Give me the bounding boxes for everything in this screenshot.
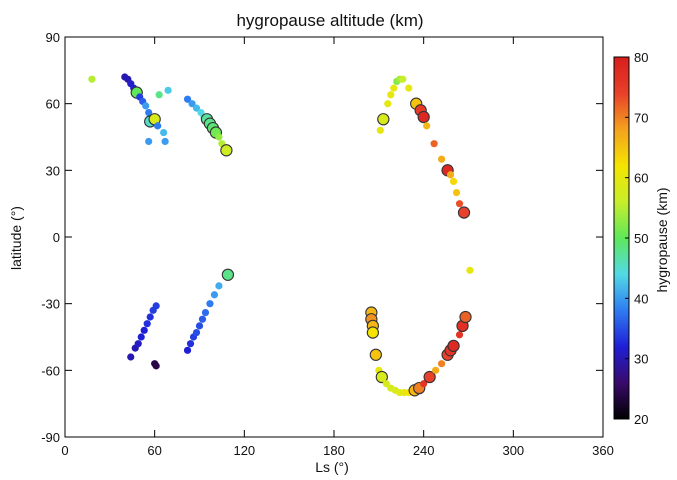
data-point <box>220 144 233 157</box>
data-point <box>430 140 438 148</box>
x-tick-label: 120 <box>233 443 255 458</box>
data-point <box>438 155 446 163</box>
data-point <box>423 122 431 130</box>
colorbar-ticks: 80 70 60 50 40 30 20 <box>625 50 648 427</box>
data-point <box>152 302 160 310</box>
y-tick-label: 90 <box>46 30 60 45</box>
data-point <box>215 133 223 141</box>
data-point <box>438 360 446 368</box>
x-tick-label: 0 <box>61 443 68 458</box>
plot-frame <box>64 36 604 438</box>
data-point <box>198 315 207 323</box>
data-point <box>143 320 151 328</box>
data-point <box>215 282 223 290</box>
data-point <box>192 104 201 112</box>
data-point <box>376 126 384 134</box>
y-tick-label: -90 <box>41 430 60 445</box>
x-tick-label: 240 <box>413 443 435 458</box>
data-point <box>466 266 474 274</box>
colorbar-tick-label: 20 <box>634 412 648 427</box>
data-point <box>140 326 148 334</box>
y-tick-label: -30 <box>41 297 60 312</box>
data-point <box>161 137 169 146</box>
data-point <box>201 308 210 317</box>
data-point <box>183 95 192 103</box>
data-points <box>88 73 474 397</box>
data-point <box>446 171 455 179</box>
data-point <box>164 86 172 94</box>
data-point <box>384 100 392 108</box>
data-point <box>377 113 390 126</box>
data-point <box>452 188 461 197</box>
y-tick-label: 60 <box>46 97 60 112</box>
data-point <box>432 366 440 374</box>
data-point <box>423 370 436 384</box>
y-tick-label: -60 <box>41 363 60 378</box>
colorbar-tick-label: 70 <box>634 110 648 125</box>
y-axis-ticks: 90 60 30 0 -30 -60 -90 <box>41 30 603 445</box>
data-point <box>145 108 153 117</box>
data-point <box>195 322 204 330</box>
colorbar-tick-label: 40 <box>634 291 648 306</box>
data-point <box>88 75 96 83</box>
data-point <box>192 328 201 337</box>
data-point <box>399 75 407 83</box>
data-point <box>155 91 163 99</box>
data-point <box>417 110 430 124</box>
data-point <box>152 362 160 370</box>
x-tick-label: 60 <box>147 443 161 458</box>
data-point <box>369 348 382 361</box>
data-point <box>455 200 464 208</box>
data-point <box>188 100 196 108</box>
data-point <box>137 333 145 341</box>
data-point <box>387 91 395 99</box>
x-axis-ticks: 0 60 120 180 240 300 360 <box>61 37 614 458</box>
y-tick-label: 30 <box>46 163 60 178</box>
x-tick-label: 300 <box>502 443 524 458</box>
data-point <box>160 128 168 137</box>
x-tick-label: 360 <box>592 443 614 458</box>
data-point <box>142 102 150 110</box>
data-point <box>183 346 192 354</box>
colorbar-tick-label: 30 <box>634 352 648 367</box>
data-point <box>375 370 388 384</box>
data-point <box>134 340 142 348</box>
data-point <box>145 137 153 146</box>
data-point <box>382 380 390 388</box>
data-point <box>206 300 214 308</box>
data-point <box>457 206 471 219</box>
data-point <box>154 122 162 130</box>
y-tick-label: 0 <box>53 230 60 245</box>
data-point <box>455 331 464 339</box>
data-point <box>146 313 154 321</box>
data-point <box>210 291 219 299</box>
data-point <box>221 268 235 281</box>
data-point <box>366 326 380 339</box>
data-point <box>127 353 135 361</box>
colorbar-tick-label: 50 <box>634 231 648 246</box>
colorbar-tick-label: 80 <box>634 50 648 65</box>
colorbar-tick-label: 60 <box>634 171 648 186</box>
colorbar-label: hygropause (km) <box>654 187 670 292</box>
data-point <box>449 177 458 186</box>
data-point <box>390 84 398 92</box>
data-point <box>186 340 195 348</box>
chart-title: hygropause altitude (km) <box>236 11 423 30</box>
data-point <box>420 380 428 388</box>
data-point <box>405 84 413 92</box>
data-point <box>459 310 472 324</box>
y-axis-label: latitude (°) <box>8 206 24 270</box>
data-point <box>447 339 460 353</box>
x-axis-label: Ls (°) <box>315 459 349 475</box>
x-tick-label: 180 <box>323 443 345 458</box>
